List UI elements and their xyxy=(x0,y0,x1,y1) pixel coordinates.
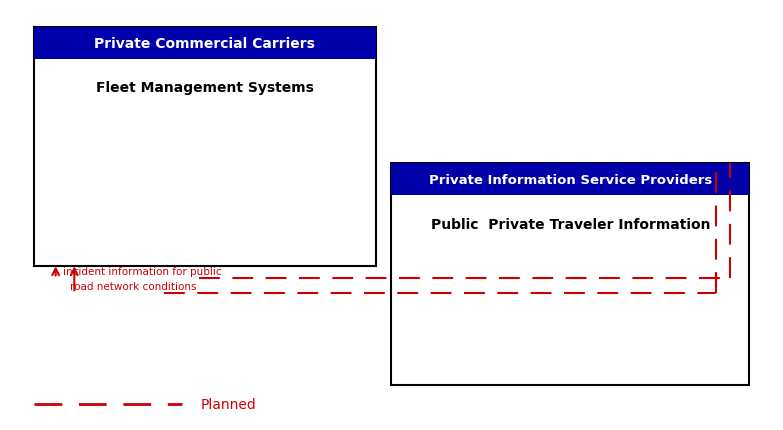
Text: incident information for public: incident information for public xyxy=(63,266,222,276)
Text: Fleet Management Systems: Fleet Management Systems xyxy=(96,81,314,95)
Text: Private Information Service Providers: Private Information Service Providers xyxy=(428,173,712,187)
Bar xyxy=(34,28,376,60)
Bar xyxy=(34,28,376,266)
Bar xyxy=(392,164,749,196)
Text: Public  Private Traveler Information: Public Private Traveler Information xyxy=(431,217,710,231)
Text: road network conditions: road network conditions xyxy=(70,281,197,292)
Bar xyxy=(392,164,749,385)
Text: Planned: Planned xyxy=(201,397,257,411)
Text: Private Commercial Carriers: Private Commercial Carriers xyxy=(95,37,316,51)
